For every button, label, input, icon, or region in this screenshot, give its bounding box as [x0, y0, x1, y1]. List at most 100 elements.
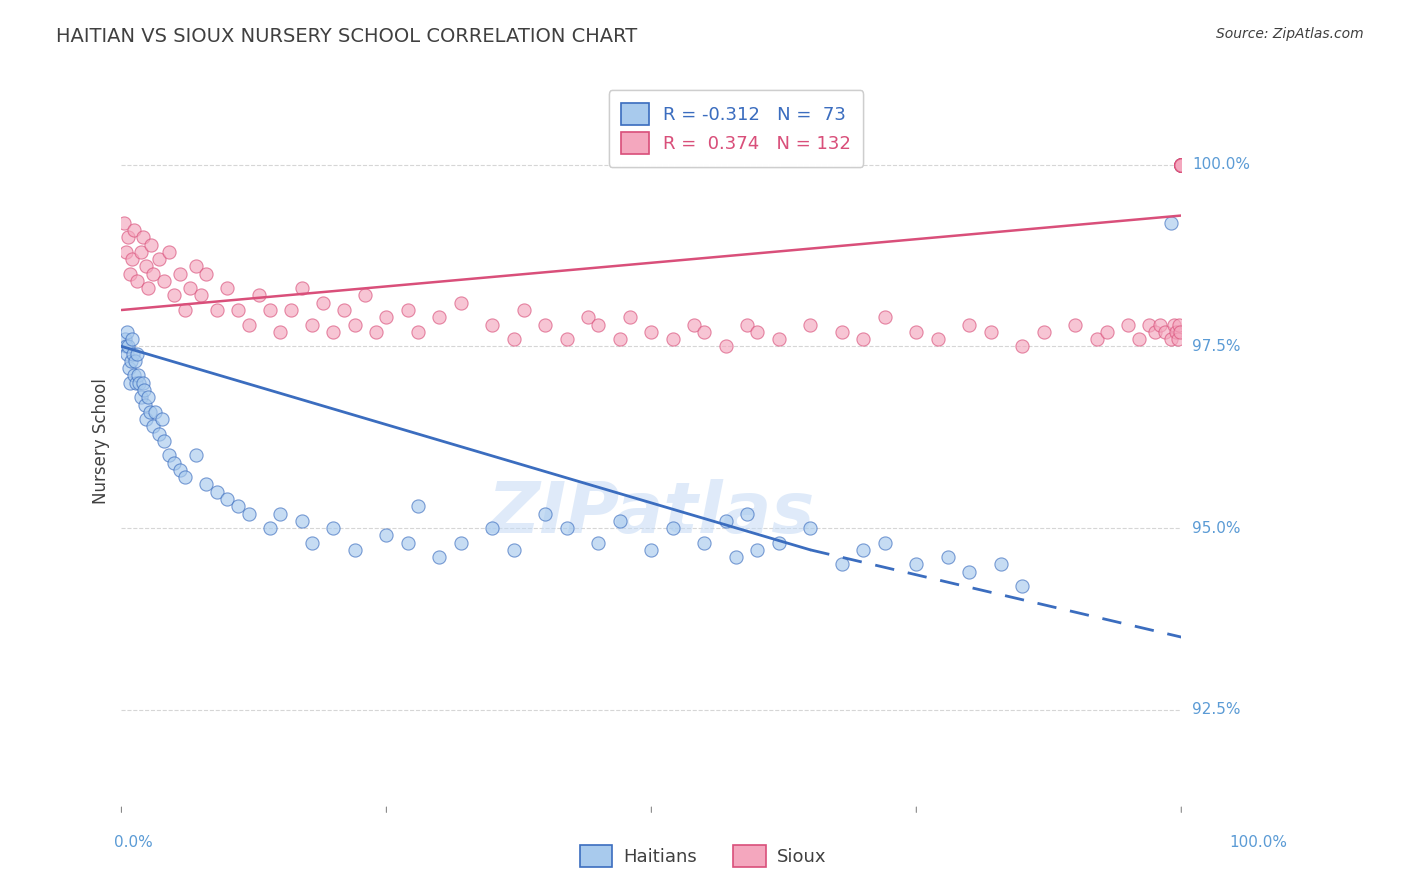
- Point: [112, 216, 135, 230]
- Point: [1170, 158, 1192, 172]
- Text: HAITIAN VS SIOUX NURSERY SCHOOL CORRELATION CHART: HAITIAN VS SIOUX NURSERY SCHOOL CORRELAT…: [56, 27, 637, 45]
- Point: [131, 376, 153, 390]
- Point: [131, 230, 153, 244]
- Point: [122, 368, 145, 383]
- Point: [142, 419, 165, 434]
- Point: [725, 550, 748, 565]
- Point: [132, 383, 155, 397]
- Point: [301, 318, 323, 332]
- Point: [117, 339, 139, 353]
- Point: [619, 310, 641, 325]
- Point: [1164, 325, 1187, 339]
- Point: [513, 303, 536, 318]
- Point: [118, 376, 141, 390]
- Point: [714, 339, 737, 353]
- Point: [127, 274, 149, 288]
- Point: [799, 318, 821, 332]
- Point: [179, 281, 201, 295]
- Point: [450, 295, 472, 310]
- Point: [1160, 332, 1182, 346]
- Point: [247, 288, 270, 302]
- Point: [115, 325, 138, 339]
- Point: [957, 565, 980, 579]
- Point: [450, 535, 472, 549]
- Point: [1170, 158, 1192, 172]
- Point: [128, 376, 150, 390]
- Point: [169, 267, 191, 281]
- Point: [1095, 325, 1118, 339]
- Point: [190, 288, 212, 302]
- Point: [1163, 318, 1185, 332]
- Point: [1170, 158, 1192, 172]
- Point: [129, 390, 152, 404]
- Point: [1011, 579, 1033, 593]
- Point: [1170, 158, 1192, 172]
- Point: [1170, 158, 1192, 172]
- Point: [640, 325, 662, 339]
- Point: [184, 260, 207, 274]
- Point: [990, 558, 1012, 572]
- Point: [127, 368, 149, 383]
- Point: [1170, 158, 1192, 172]
- Point: [1170, 158, 1192, 172]
- Point: [1011, 339, 1033, 353]
- Point: [957, 318, 980, 332]
- Point: [364, 325, 387, 339]
- Point: [396, 535, 419, 549]
- Point: [184, 449, 207, 463]
- Point: [534, 318, 557, 332]
- Point: [799, 521, 821, 535]
- Text: 92.5%: 92.5%: [1192, 702, 1241, 717]
- Point: [375, 310, 398, 325]
- Point: [576, 310, 599, 325]
- Point: [481, 318, 503, 332]
- Point: [125, 376, 148, 390]
- Point: [1116, 318, 1139, 332]
- Point: [127, 346, 149, 360]
- Point: [238, 318, 260, 332]
- Text: 100.0%: 100.0%: [1229, 836, 1288, 850]
- Text: 95.0%: 95.0%: [1192, 521, 1241, 535]
- Point: [118, 361, 141, 376]
- Point: [406, 500, 429, 514]
- Text: 100.0%: 100.0%: [1192, 157, 1250, 172]
- Point: [333, 303, 356, 318]
- Point: [139, 405, 162, 419]
- Point: [1170, 158, 1192, 172]
- Text: Source: ZipAtlas.com: Source: ZipAtlas.com: [1216, 27, 1364, 41]
- Point: [115, 346, 138, 360]
- Point: [217, 491, 239, 506]
- Point: [1064, 318, 1087, 332]
- Point: [1168, 318, 1191, 332]
- Point: [269, 325, 291, 339]
- Point: [1170, 158, 1192, 172]
- Point: [481, 521, 503, 535]
- Point: [979, 325, 1001, 339]
- Point: [747, 325, 769, 339]
- Point: [354, 288, 377, 302]
- Point: [124, 354, 146, 368]
- Point: [1170, 158, 1192, 172]
- Point: [322, 325, 344, 339]
- Point: [150, 412, 173, 426]
- Point: [1170, 158, 1192, 172]
- Point: [747, 542, 769, 557]
- Point: [1170, 158, 1192, 172]
- Point: [502, 332, 524, 346]
- Point: [226, 500, 249, 514]
- Point: [312, 295, 335, 310]
- Point: [1170, 158, 1192, 172]
- Point: [1170, 158, 1192, 172]
- Point: [1170, 158, 1192, 172]
- Point: [122, 346, 145, 360]
- Point: [1170, 158, 1192, 172]
- Point: [157, 449, 180, 463]
- Point: [1170, 158, 1192, 172]
- Text: 97.5%: 97.5%: [1192, 339, 1241, 354]
- Point: [1170, 158, 1192, 172]
- Point: [1128, 332, 1150, 346]
- Point: [640, 542, 662, 557]
- Point: [1170, 158, 1192, 172]
- Point: [1170, 158, 1192, 172]
- Point: [873, 535, 896, 549]
